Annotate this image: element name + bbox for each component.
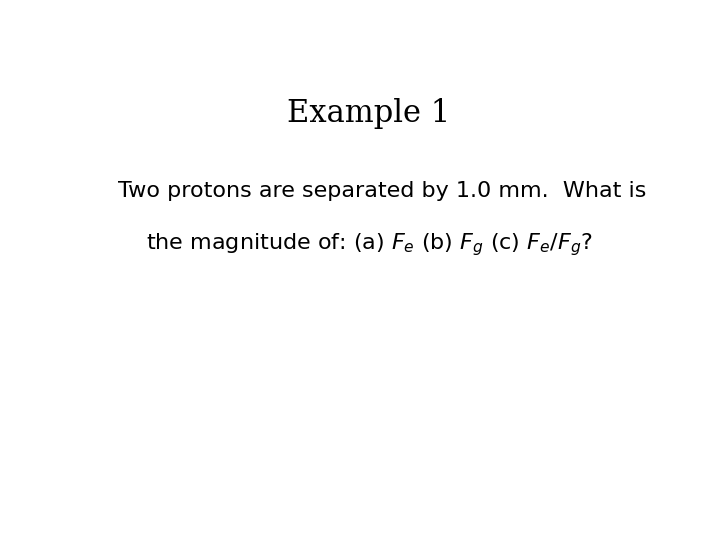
Text: Example 1: Example 1 xyxy=(287,98,451,129)
Text: the magnitude of: (a) $F_e$ (b) $F_g$ (c) $F_e/F_g$?: the magnitude of: (a) $F_e$ (b) $F_g$ (c… xyxy=(145,231,593,258)
Text: Two protons are separated by 1.0 mm.  What is: Two protons are separated by 1.0 mm. Wha… xyxy=(118,181,647,201)
